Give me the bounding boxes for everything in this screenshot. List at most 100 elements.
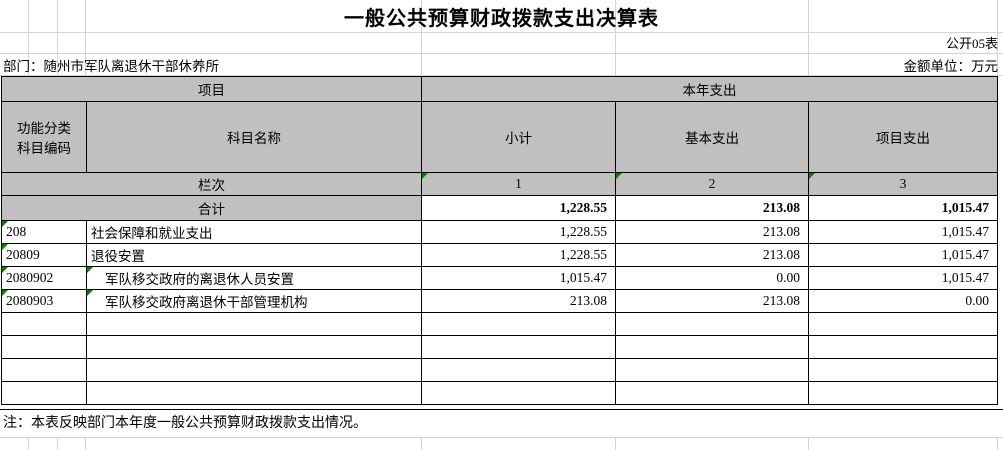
header-function-code: 功能分类 科目编码 [1,101,87,173]
row-function-code: 2080903 [1,289,87,313]
empty-cell [86,381,422,405]
empty-cell [1,381,87,405]
row-function-code: 208 [1,220,87,244]
column-index-3-text: 3 [899,176,907,191]
empty-cell [421,335,616,359]
empty-cell [615,312,809,336]
column-index-2: 2 [615,172,809,196]
row-function-code: 20809 [1,243,87,267]
header-function-code-line2: 科目编码 [17,141,71,156]
note-top-rule [0,409,1003,410]
row-basic: 0.00 [615,266,809,290]
column-index-1-text: 1 [515,176,522,191]
row-subject-name-text: 军队移交政府离退休干部管理机构 [105,295,308,310]
row-function-code-text: 208 [6,224,27,239]
empty-cell [421,381,616,405]
row-subject-name: 军队移交政府的离退休人员安置 [86,266,422,290]
row-function-code-text: 2080903 [6,293,54,308]
total-subtotal-value: 1,228.55 [421,195,616,221]
header-subject-name: 科目名称 [86,101,422,173]
empty-cell [421,358,616,382]
sheet-gridline [57,0,58,76]
row-subject-name-text: 军队移交政府的离退休人员安置 [105,272,294,287]
comment-marker-icon [2,267,8,273]
comment-marker-icon [616,173,622,179]
row-function-code-text: 20809 [6,247,40,262]
row-subtotal: 213.08 [421,289,616,313]
empty-cell [1,335,87,359]
sheet-gridline [808,437,809,450]
column-index-2-text: 2 [708,176,716,191]
sheet-gridline [85,0,86,76]
header-subtotal: 小计 [421,101,616,173]
row-project: 1,015.47 [808,243,998,267]
sheet-gridline [28,0,29,76]
sheet-gridline [997,437,998,450]
sheet-gridline [421,0,422,76]
sheet-gridline [0,75,1003,76]
total-row-label: 合计 [1,195,422,221]
budget-expenditure-table: 项目 本年支出 功能分类 科目编码 科目名称 小计 基本支出 项目支出 栏次 1… [1,76,998,405]
table-column-header-row: 功能分类 科目编码 科目名称 小计 基本支出 项目支出 [1,101,998,173]
title-band: 一般公共预算财政拨款支出决算表 [0,0,1003,32]
empty-cell [808,381,998,405]
column-index-label: 栏次 [1,172,422,196]
sheet-gridline [615,437,616,450]
empty-cell [86,358,422,382]
row-function-code-text: 2080902 [6,270,54,285]
header-group-current-year-expenditure: 本年支出 [421,76,998,102]
row-subtotal: 1,015.47 [421,266,616,290]
empty-cell [1,358,87,382]
comment-marker-icon [422,173,428,179]
table-empty-row [1,381,998,405]
empty-cell [421,312,616,336]
header-project-expenditure: 项目支出 [808,101,998,173]
comment-marker-icon [2,244,8,250]
footer-note: 注：本表反映部门本年度一般公共预算财政拨款支出情况。 [3,416,367,431]
row-project: 0.00 [808,289,998,313]
sheet-gridline [28,437,29,450]
empty-cell [808,312,998,336]
table-row: 20809 退役安置 1,228.55 213.08 1,015.47 [1,243,998,267]
document-title: 一般公共预算财政拨款支出决算表 [344,7,659,30]
header-basic-expenditure: 基本支出 [615,101,809,173]
table-group-header-row: 项目 本年支出 [1,76,998,102]
table-empty-row [1,358,998,382]
empty-cell [615,335,809,359]
empty-cell [808,358,998,382]
empty-cell [1,312,87,336]
comment-marker-icon [809,173,815,179]
column-index-1: 1 [421,172,616,196]
row-project: 1,015.47 [808,220,998,244]
table-total-row: 合计 1,228.55 213.08 1,015.47 [1,195,998,221]
comment-marker-icon [2,221,8,227]
table-row: 2080902 军队移交政府的离退休人员安置 1,015.47 0.00 1,0… [1,266,998,290]
comment-marker-icon [87,290,93,296]
table-row: 208 社会保障和就业支出 1,228.55 213.08 1,015.47 [1,220,998,244]
sheet-gridline [997,0,998,76]
sheet-gridline [0,53,1003,54]
row-function-code: 2080902 [1,266,87,290]
empty-cell [615,358,809,382]
table-empty-row [1,312,998,336]
column-index-3: 3 [808,172,998,196]
empty-cell [808,335,998,359]
empty-cell [86,312,422,336]
row-subtotal: 1,228.55 [421,220,616,244]
department-label: 部门：随州市军队离退休干部休养所 [3,59,219,74]
row-basic: 213.08 [615,289,809,313]
form-number-label: 公开05表 [945,36,998,51]
amount-unit-label: 金额单位：万元 [903,59,999,74]
comment-marker-icon [87,267,93,273]
sheet-gridline [85,437,86,450]
sheet-gridline [808,0,809,76]
row-subject-name: 军队移交政府离退休干部管理机构 [86,289,422,313]
note-bottom-rule [0,437,1003,438]
row-basic: 213.08 [615,220,809,244]
sheet-gridline [615,0,616,76]
row-subtotal: 1,228.55 [421,243,616,267]
empty-cell [86,335,422,359]
empty-cell [615,381,809,405]
header-group-item: 项目 [1,76,422,102]
